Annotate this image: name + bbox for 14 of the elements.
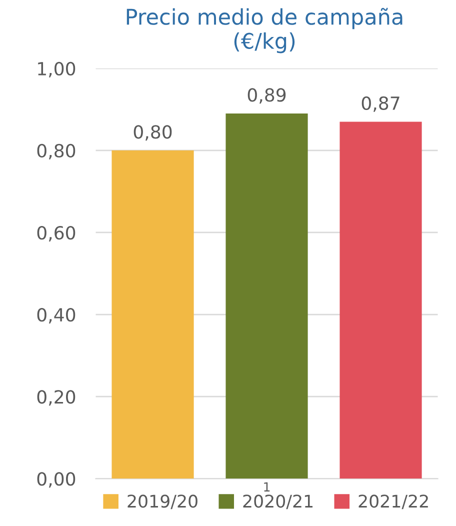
y-tick-label: 0,40	[37, 308, 76, 324]
legend-label: 2020/21	[243, 494, 313, 510]
legend-label: 2019/20	[128, 494, 198, 510]
chart-title: Precio medio de campaña (€/kg)	[126, 8, 402, 54]
text: 1	[264, 482, 270, 492]
y-tick-label: 0,60	[37, 226, 76, 242]
y-tick-label: 0,00	[37, 472, 76, 488]
data-label: 0,87	[362, 96, 400, 112]
legend-label: 2021/22	[358, 494, 428, 510]
y-tick-label: 0,20	[37, 390, 76, 406]
data-label: 0,89	[248, 88, 286, 104]
y-tick-label: 0,80	[37, 144, 76, 160]
y-tick-label: 1,00	[38, 62, 76, 78]
data-label: 0,80	[134, 125, 172, 141]
